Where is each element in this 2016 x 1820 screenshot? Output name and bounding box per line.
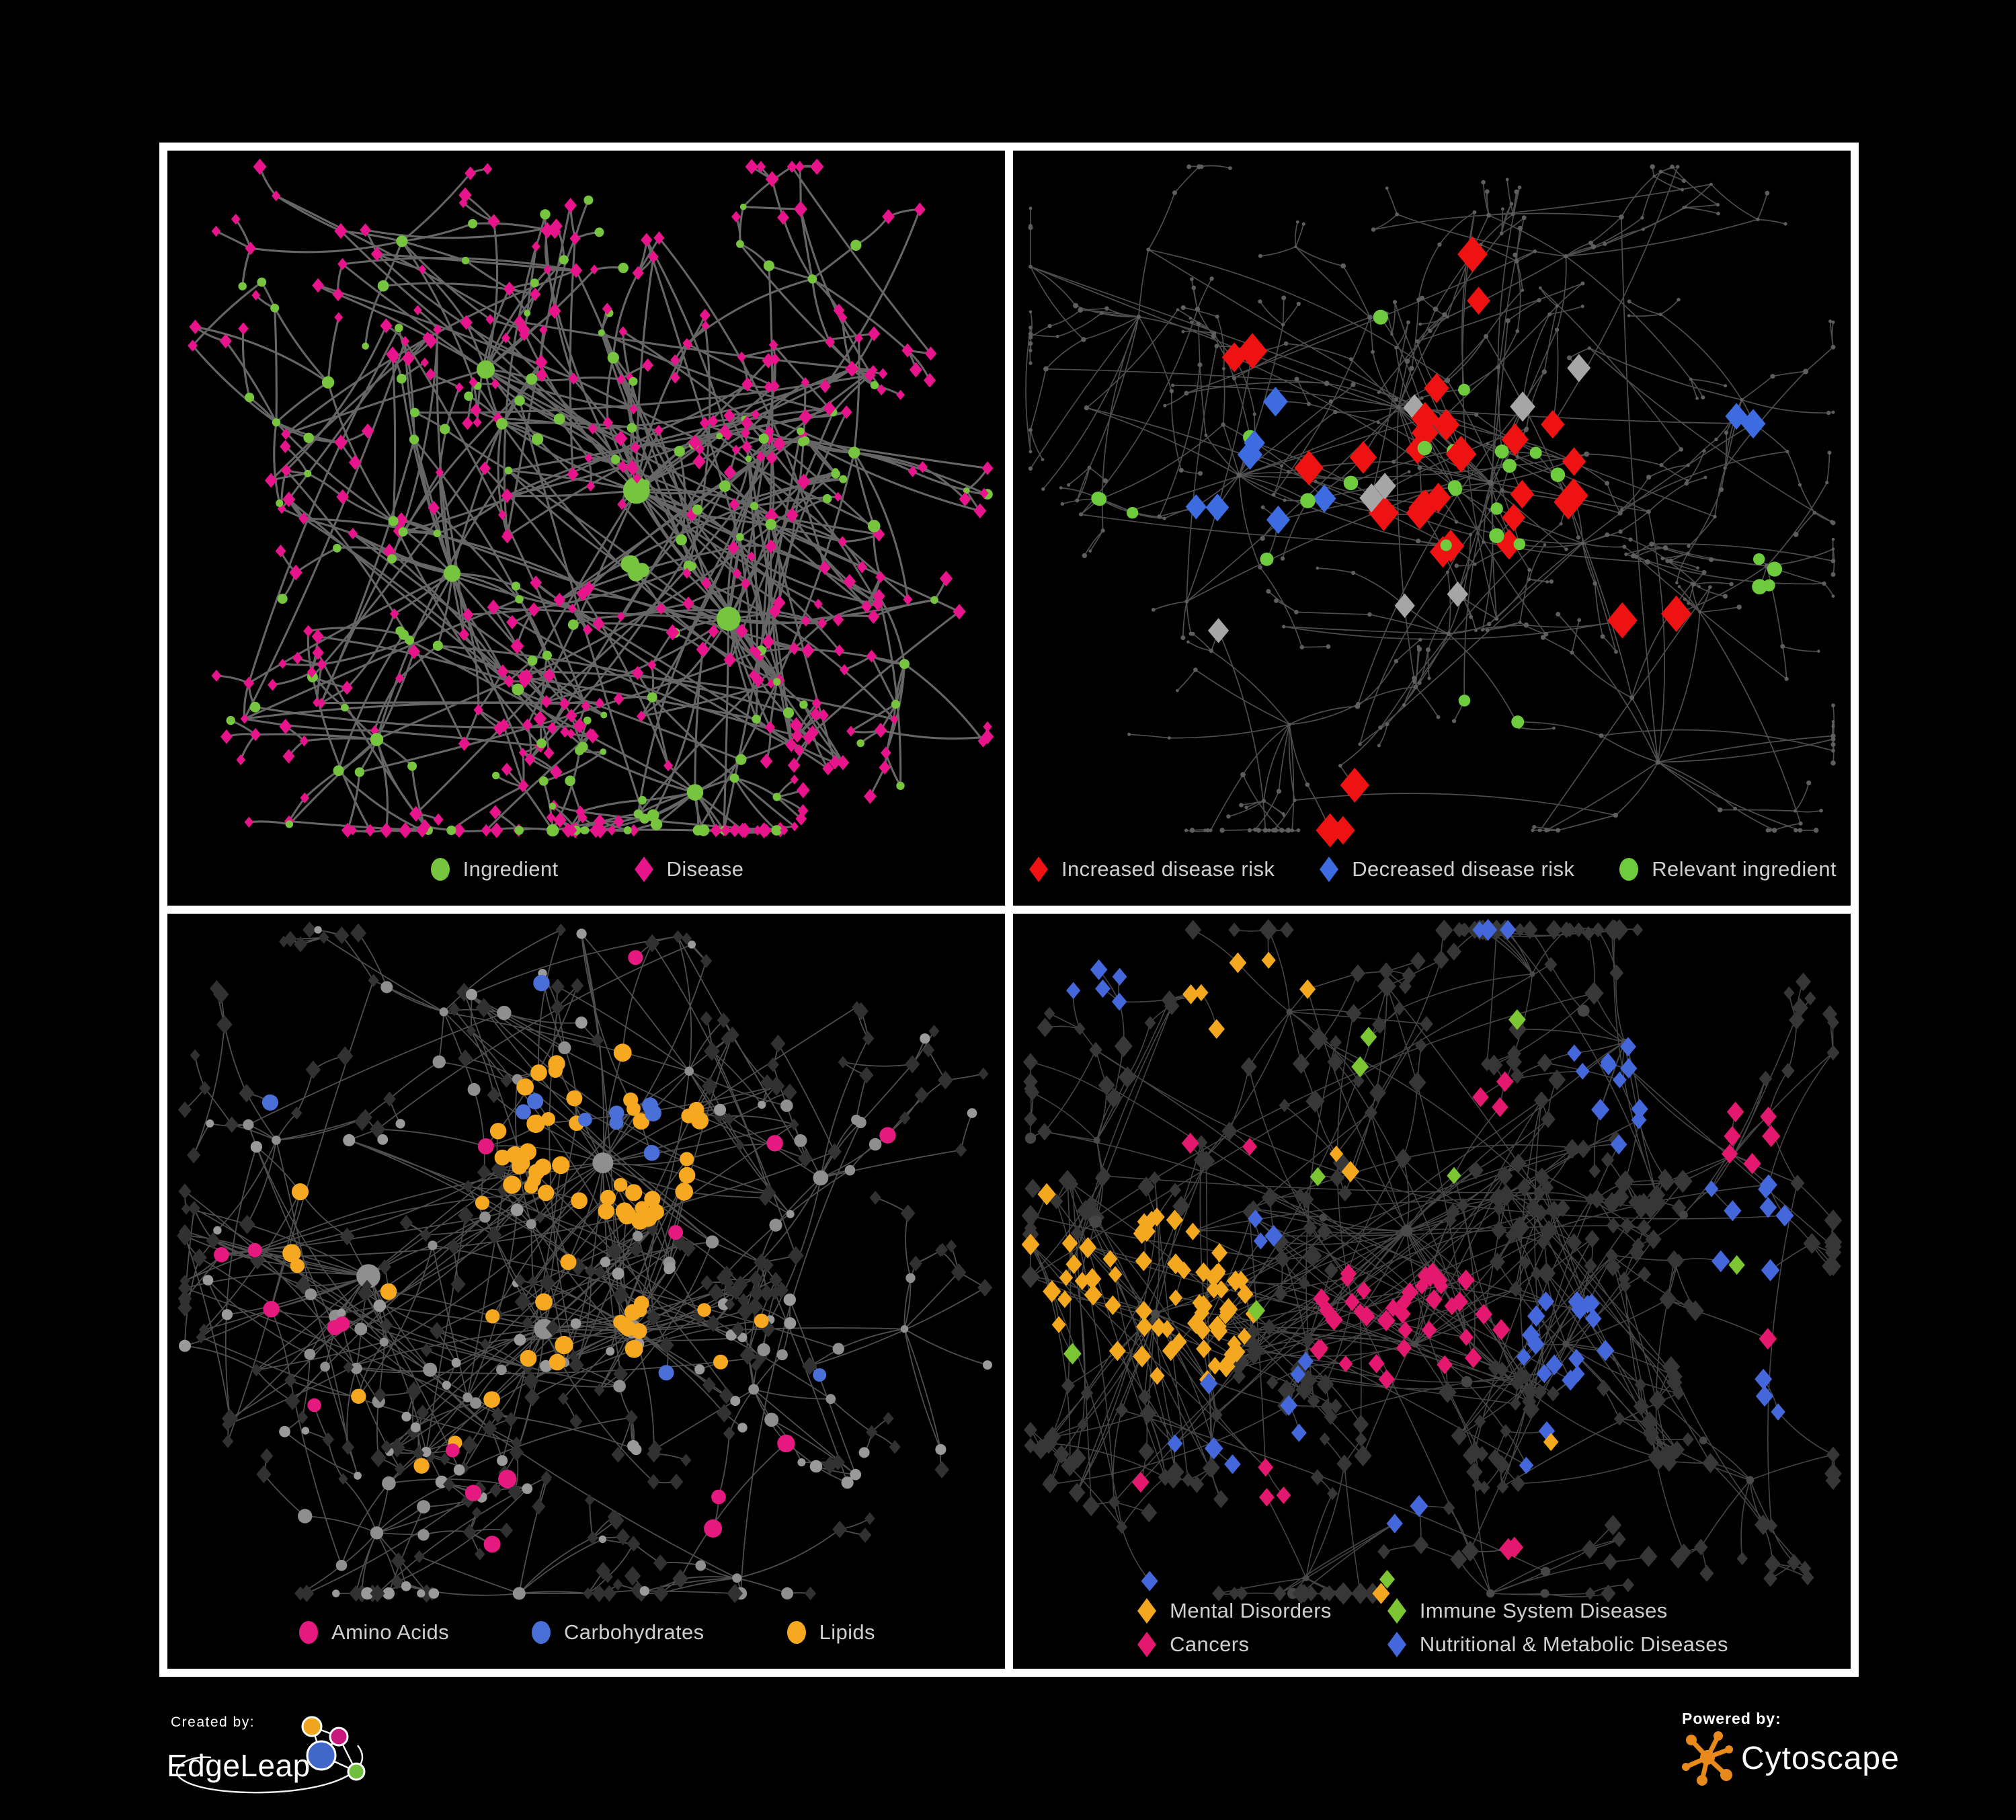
- panel-ingredient-disease: Ingredient Disease: [167, 151, 1005, 906]
- panel-disease-risk: Increased disease risk Decreased disease …: [1013, 151, 1851, 906]
- legend-swatch-circle-icon: [1619, 858, 1639, 881]
- panel-grid: Ingredient Disease Increased disease risk…: [159, 143, 1859, 1677]
- network-graph-disease-risk: [1025, 164, 1836, 848]
- legend-ingredient-disease: Ingredient Disease: [167, 856, 1005, 883]
- edgeleap-brand: EdgeLeap: [167, 1748, 311, 1783]
- legend-swatch-circle-icon: [430, 858, 450, 881]
- legend-label: Increased disease risk: [1061, 857, 1275, 881]
- network-graph-disease-classes: [1021, 918, 1843, 1605]
- legend-swatch-circle-icon: [299, 1621, 319, 1644]
- legend-item-macronutrients-2: Lipids: [785, 1619, 875, 1646]
- legend-label: Carbohydrates: [564, 1620, 704, 1644]
- network-graph-macronutrients: [177, 921, 993, 1604]
- edgeleap-node-orange: [301, 1716, 323, 1737]
- legend-label: Relevant ingredient: [1652, 857, 1837, 881]
- legend-label: Ingredient: [462, 857, 559, 881]
- cytoscape-logo: Powered by: Cytoscape: [1682, 1710, 1900, 1786]
- legend-item-macronutrients-1: Carbohydrates: [530, 1619, 704, 1646]
- legend-item-disease-classes-3: Nutritional & Metabolic Diseases: [1385, 1631, 1728, 1658]
- legend-item-disease-risk-2: Relevant ingredient: [1617, 856, 1837, 883]
- legend-item-disease-risk-1: Decreased disease risk: [1318, 856, 1574, 883]
- legend-label: Lipids: [819, 1620, 875, 1644]
- legend-item-macronutrients-0: Amino Acids: [297, 1619, 449, 1646]
- legend-label: Decreased disease risk: [1352, 857, 1575, 881]
- legend-disease-risk: Increased disease risk Decreased disease …: [1013, 856, 1851, 883]
- legend-disease-classes: Mental Disorders Immune System Diseases Ca…: [1135, 1597, 1728, 1658]
- created-by-label: Created by:: [171, 1714, 255, 1730]
- edgeleap-node-blue: [306, 1740, 337, 1771]
- legend-swatch-diamond-icon: [1387, 1598, 1406, 1624]
- edgeleap-node-green: [347, 1762, 366, 1781]
- edgeleap-logo: Created by: EdgeLeap: [167, 1714, 366, 1794]
- legend-label: Mental Disorders: [1170, 1599, 1332, 1622]
- legend-swatch-diamond-icon: [1029, 857, 1049, 882]
- legend-item-ingredient-disease-1: Disease: [633, 856, 744, 883]
- legend-item-disease-classes-2: Cancers: [1135, 1631, 1249, 1658]
- legend-item-disease-risk-0: Increased disease risk: [1027, 856, 1275, 883]
- legend-macronutrients: Amino Acids Carbohydrates Lipids: [167, 1619, 1005, 1646]
- legend-label: Nutritional & Metabolic Diseases: [1419, 1632, 1728, 1656]
- panel-macronutrients: Amino Acids Carbohydrates Lipids: [167, 914, 1005, 1669]
- legend-item-ingredient-disease-0: Ingredient: [429, 856, 559, 883]
- edgeleap-node-magenta: [329, 1727, 349, 1747]
- legend-swatch-diamond-icon: [1387, 1632, 1406, 1657]
- cytoscape-brand: Cytoscape: [1741, 1741, 1900, 1776]
- legend-swatch-circle-icon: [787, 1621, 806, 1644]
- legend-swatch-diamond-icon: [1137, 1598, 1157, 1624]
- panel-disease-classes: Mental Disorders Immune System Diseases Ca…: [1013, 914, 1851, 1669]
- legend-label: Cancers: [1170, 1632, 1250, 1656]
- legend-item-disease-classes-1: Immune System Diseases: [1385, 1597, 1668, 1624]
- legend-label: Immune System Diseases: [1419, 1599, 1668, 1622]
- legend-swatch-diamond-icon: [634, 857, 653, 882]
- legend-label: Disease: [666, 857, 744, 881]
- legend-swatch-diamond-icon: [1137, 1632, 1157, 1657]
- legend-swatch-circle-icon: [532, 1621, 551, 1644]
- network-graph-ingredient-disease: [188, 158, 994, 839]
- legend-item-disease-classes-0: Mental Disorders: [1135, 1597, 1332, 1624]
- legend-swatch-diamond-icon: [1320, 857, 1339, 882]
- powered-by-label: Powered by:: [1682, 1710, 1781, 1727]
- legend-label: Amino Acids: [331, 1620, 450, 1644]
